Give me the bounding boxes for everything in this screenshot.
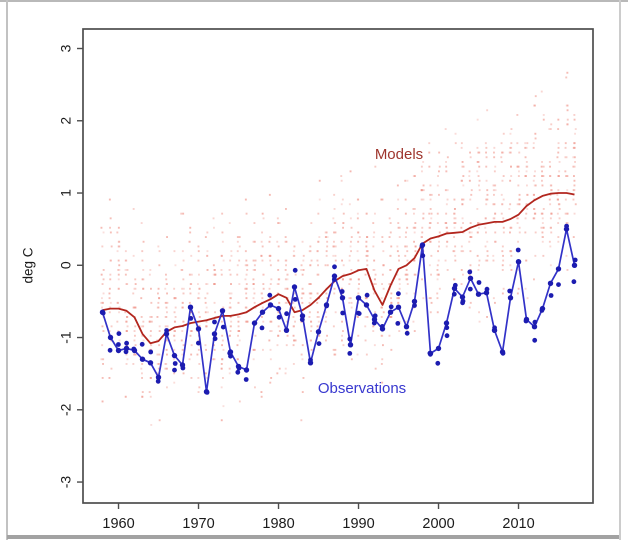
observations-line-and-points — [99, 223, 578, 395]
y-tick-label: 1 — [58, 189, 74, 197]
x-tick-label: 2000 — [422, 516, 454, 532]
y-tick-label: 3 — [58, 44, 74, 52]
y-tick-label: -2 — [58, 403, 74, 416]
models-mean-line — [102, 192, 575, 345]
axes: 1960 1970 1980 1990 2000 2010 3 2 1 0 -1 -2 -3 — [58, 28, 594, 532]
y-tick-label: -1 — [58, 331, 74, 344]
frame-top-edge — [0, 0, 628, 2]
y-tick-label: -3 — [58, 476, 74, 489]
x-tick-label: 2010 — [502, 516, 534, 532]
frame-left-edge — [6, 0, 8, 540]
models-series-label: Models — [374, 146, 424, 163]
y-tick-label: 2 — [58, 117, 74, 125]
frame-right-edge — [619, 0, 621, 540]
y-tick-label: 0 — [58, 261, 74, 269]
x-tick-label: 1970 — [182, 516, 214, 532]
y-axis-title: deg C — [20, 247, 36, 284]
x-tick-label: 1990 — [342, 516, 374, 532]
model-ensemble-dots — [100, 71, 577, 426]
window-bottom-edge — [7, 535, 619, 539]
observations-series-label: Observations — [317, 380, 407, 397]
x-tick-label: 1980 — [262, 516, 294, 532]
x-tick-label: 1960 — [102, 516, 134, 532]
